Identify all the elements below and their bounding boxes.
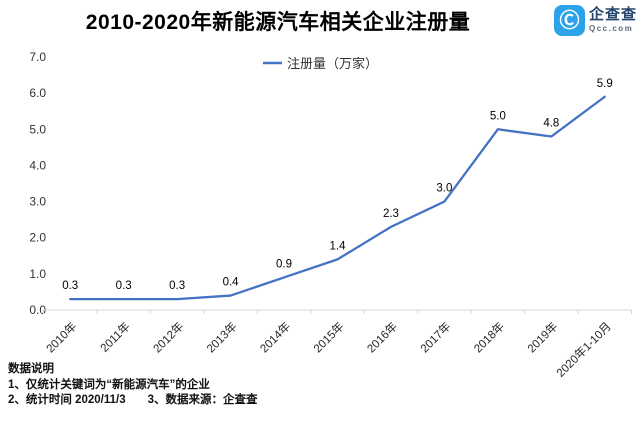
y-axis-tick-label: 7.0 xyxy=(29,50,46,64)
x-axis-category-label: 2019年 xyxy=(524,319,560,355)
y-axis-tick-label: 1.0 xyxy=(29,267,46,281)
data-point-label: 3.0 xyxy=(436,183,452,195)
qcc-logo-name: 企查查 xyxy=(588,5,637,23)
y-axis-tick-label: 6.0 xyxy=(29,86,46,100)
series-line-registrations xyxy=(69,95,606,301)
note-line-1: 1、仅统计关键词为“新能源汽车”的企业 xyxy=(8,378,210,391)
legend-label: 注册量（万家） xyxy=(287,56,378,71)
chart-title: 2010-2020年新能源汽车相关企业注册量 xyxy=(85,11,471,34)
x-axis-category-label: 2010年 xyxy=(43,319,79,355)
notes-block: 数据说明 1、仅统计关键词为“新能源汽车”的企业 2、统计时间 2020/11/… xyxy=(8,362,258,409)
circled-c-icon: Ⓒ xyxy=(559,9,580,32)
x-axis-category-label: 2020年1-10月 xyxy=(553,319,614,380)
data-point-label: 1.4 xyxy=(330,240,347,252)
x-axis-category-label: 2016年 xyxy=(364,319,400,355)
y-axis-tick-label: 2.0 xyxy=(29,231,46,245)
x-axis-category-label: 2014年 xyxy=(257,319,293,355)
note-line-3: 3、数据来源：企查查 xyxy=(147,394,258,406)
qcc-logo-text: 企查查 Qcc.com xyxy=(588,5,637,34)
qcc-logo: Ⓒ 企查查 Qcc.com xyxy=(553,5,637,36)
data-point-label: 0.9 xyxy=(276,258,292,270)
y-axis-tick-label: 4.0 xyxy=(29,158,46,172)
x-axis-category-label: 2017年 xyxy=(417,319,453,355)
data-point-label: 0.3 xyxy=(116,280,132,292)
qcc-logo-icon: Ⓒ xyxy=(553,5,585,36)
y-axis-tick-label: 5.0 xyxy=(29,122,46,136)
y-axis-tick-label: 3.0 xyxy=(29,195,46,209)
data-point-label: 2.3 xyxy=(383,208,399,220)
data-point-label: 5.9 xyxy=(597,78,613,90)
data-point-label: 5.0 xyxy=(490,110,506,122)
qcc-logo-domain: Qcc.com xyxy=(588,24,634,34)
data-point-label: 0.3 xyxy=(169,280,185,292)
data-point-label: 0.3 xyxy=(62,280,78,292)
y-axis-tick-label: 0.0 xyxy=(29,303,46,317)
x-axis-category-label: 2012年 xyxy=(150,319,186,355)
note-line-2: 2、统计时间 2020/11/3 xyxy=(8,394,126,406)
data-point-label: 4.8 xyxy=(543,118,559,130)
x-axis-category-label: 2015年 xyxy=(310,319,346,355)
data-point-label: 0.4 xyxy=(223,277,240,289)
x-axis-category-label: 2011年 xyxy=(97,319,133,355)
x-axis-category-label: 2018年 xyxy=(471,319,507,355)
note-line-23: 2、统计时间 2020/11/3 3、数据来源：企查查 xyxy=(8,393,258,409)
x-axis-category-label: 2013年 xyxy=(204,319,240,355)
notes-heading: 数据说明 xyxy=(8,363,54,375)
